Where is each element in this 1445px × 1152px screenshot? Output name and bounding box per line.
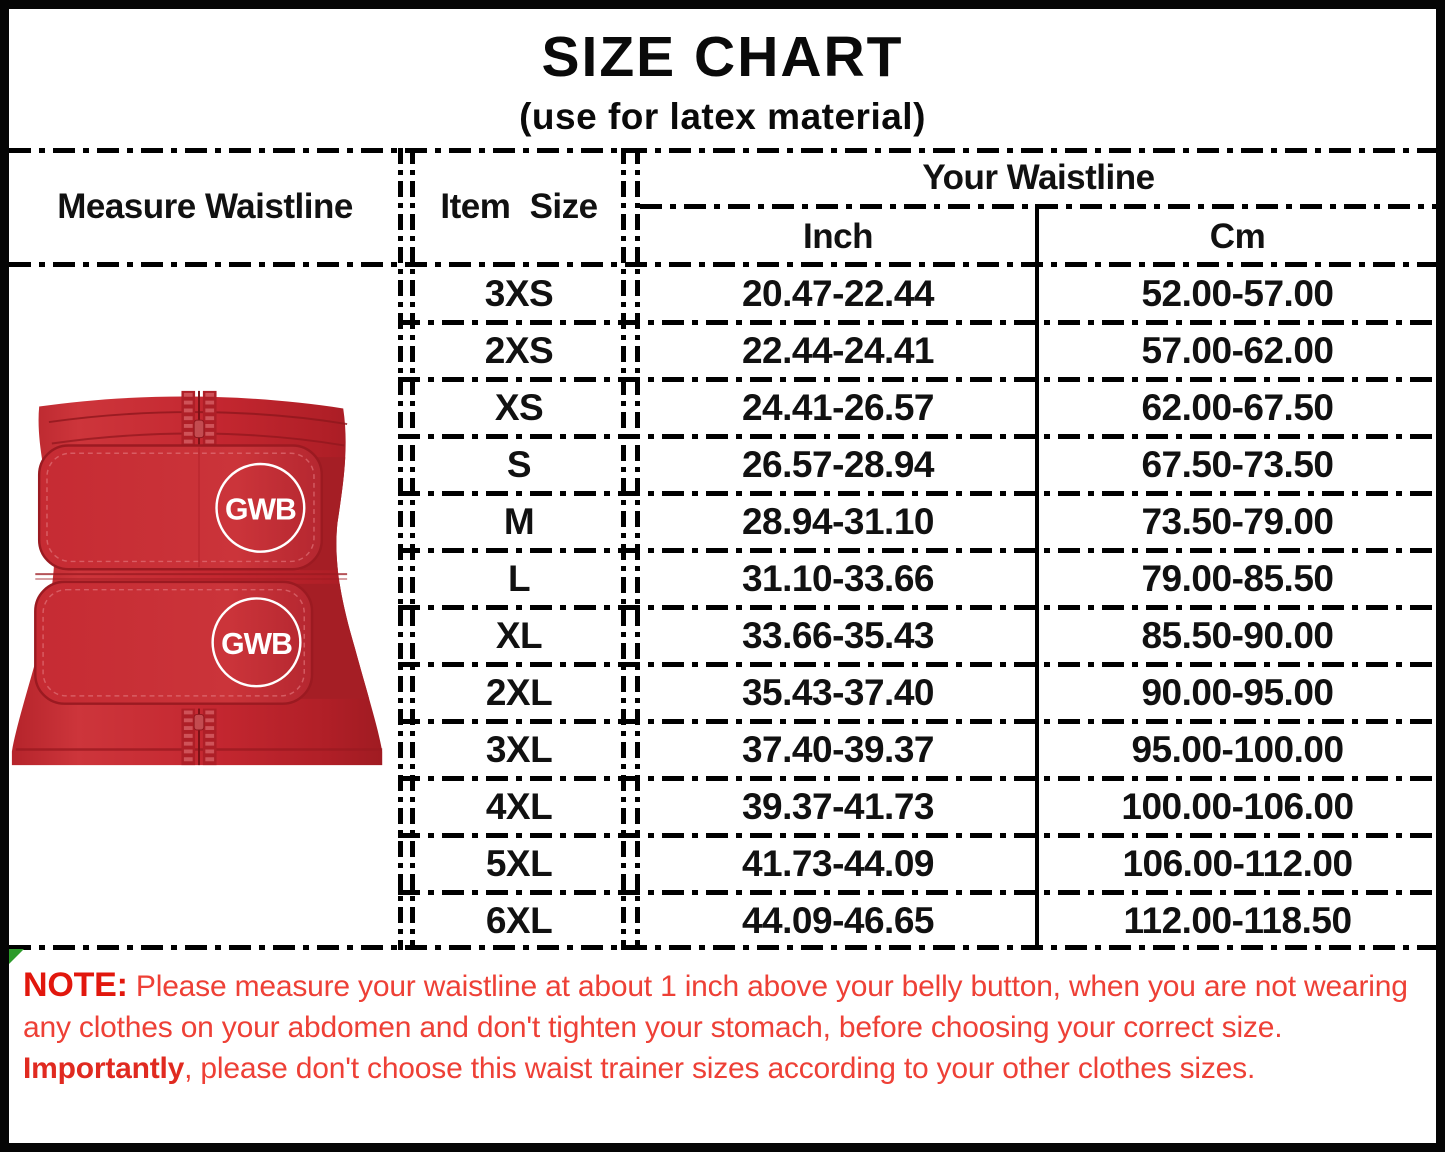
cm-range-cell: 106.00-112.00 bbox=[1122, 843, 1353, 885]
note-importantly: Importantly bbox=[23, 1052, 185, 1086]
cm-range-cell: 67.50-73.50 bbox=[1141, 443, 1334, 485]
note-paragraph: NOTE: Please measure your waistline at a… bbox=[9, 950, 1436, 1090]
zipper-bottom bbox=[181, 708, 217, 766]
inch-range-cell: 37.40-39.37 bbox=[741, 729, 935, 771]
column-header-measure-waistline: Measure Waistline bbox=[57, 186, 353, 226]
zipper-top bbox=[181, 390, 217, 450]
item-size-cell: 3XS bbox=[484, 272, 554, 314]
note-label: NOTE: bbox=[23, 966, 128, 1004]
size-table-grid: Measure Waistline Item Size Your Waistli… bbox=[9, 148, 1436, 950]
inch-range-cell: 39.37-41.73 bbox=[741, 786, 935, 828]
column-header-item-size: Item Size bbox=[440, 186, 598, 226]
item-size-cell: L bbox=[507, 557, 531, 599]
item-size-cell: XL bbox=[495, 615, 543, 656]
cm-range-cell: 112.00-118.50 bbox=[1123, 900, 1352, 942]
inch-range-cell: 44.09-46.65 bbox=[741, 900, 935, 942]
item-size-cell: XS bbox=[494, 386, 544, 428]
item-size-cell: 2XS bbox=[484, 329, 554, 371]
inch-range-cell: 33.66-35.43 bbox=[741, 615, 935, 656]
cm-range-cell: 62.00-67.50 bbox=[1141, 386, 1334, 428]
cm-range-cell: 85.50-90.00 bbox=[1141, 615, 1334, 656]
logo-circle bbox=[215, 462, 306, 553]
cm-range-cell: 73.50-79.00 bbox=[1141, 500, 1334, 542]
item-size-cell: M bbox=[503, 500, 535, 542]
brand-logo: GWB bbox=[221, 628, 292, 661]
cm-range-cell: 52.00-57.00 bbox=[1141, 272, 1334, 314]
brand-logo: GWB bbox=[225, 494, 296, 527]
green-marker bbox=[9, 949, 24, 964]
cm-range-cell: 90.00-95.00 bbox=[1141, 672, 1334, 714]
product-image: GWB GWB bbox=[9, 270, 398, 816]
cm-range-cell: 57.00-62.00 bbox=[1141, 329, 1334, 371]
note-section: NOTE: Please measure your waistline at a… bbox=[9, 949, 1436, 1143]
inch-range-cell: 24.41-26.57 bbox=[741, 386, 935, 428]
column-header-your-waistline: Your Waistline bbox=[922, 158, 1155, 197]
inch-range-cell: 31.10-33.66 bbox=[741, 557, 935, 599]
size-table: Measure Waistline Item Size Your Waistli… bbox=[9, 148, 1436, 950]
item-size-cell: 2XL bbox=[485, 672, 553, 714]
title-block: SIZE CHART (use for latex material) bbox=[9, 9, 1436, 148]
page-title: SIZE CHART bbox=[541, 24, 904, 89]
note-text-after: , please don't choose this waist trainer… bbox=[184, 1052, 1256, 1086]
cm-range-cell: 95.00-100.00 bbox=[1131, 729, 1344, 771]
lower-strap: GWB bbox=[34, 580, 314, 705]
note-text: Please measure your waistline at about 1… bbox=[23, 970, 1408, 1045]
waist-trainer-illustration: GWB GWB bbox=[11, 390, 383, 766]
page-subtitle: (use for latex material) bbox=[519, 95, 926, 137]
inch-range-cell: 41.73-44.09 bbox=[741, 843, 935, 885]
inch-range-cell: 20.47-22.44 bbox=[741, 272, 935, 314]
item-size-cell: 3XL bbox=[485, 729, 553, 771]
inch-range-cell: 28.94-31.10 bbox=[741, 500, 935, 542]
item-size-cell: 5XL bbox=[485, 843, 553, 885]
inch-range-cell: 35.43-37.40 bbox=[741, 672, 935, 714]
column-header-cm: Cm bbox=[1209, 216, 1266, 256]
upper-strap: GWB bbox=[37, 444, 324, 571]
logo-circle bbox=[211, 597, 302, 688]
item-size-cell: 6XL bbox=[485, 900, 553, 942]
inch-range-cell: 26.57-28.94 bbox=[741, 443, 935, 485]
item-size-cell: 4XL bbox=[485, 786, 553, 828]
cm-range-cell: 79.00-85.50 bbox=[1141, 557, 1334, 599]
inch-range-cell: 22.44-24.41 bbox=[741, 329, 935, 371]
cm-range-cell: 100.00-106.00 bbox=[1121, 786, 1354, 828]
item-size-cell: S bbox=[506, 443, 532, 485]
column-header-inch: Inch bbox=[803, 216, 873, 256]
